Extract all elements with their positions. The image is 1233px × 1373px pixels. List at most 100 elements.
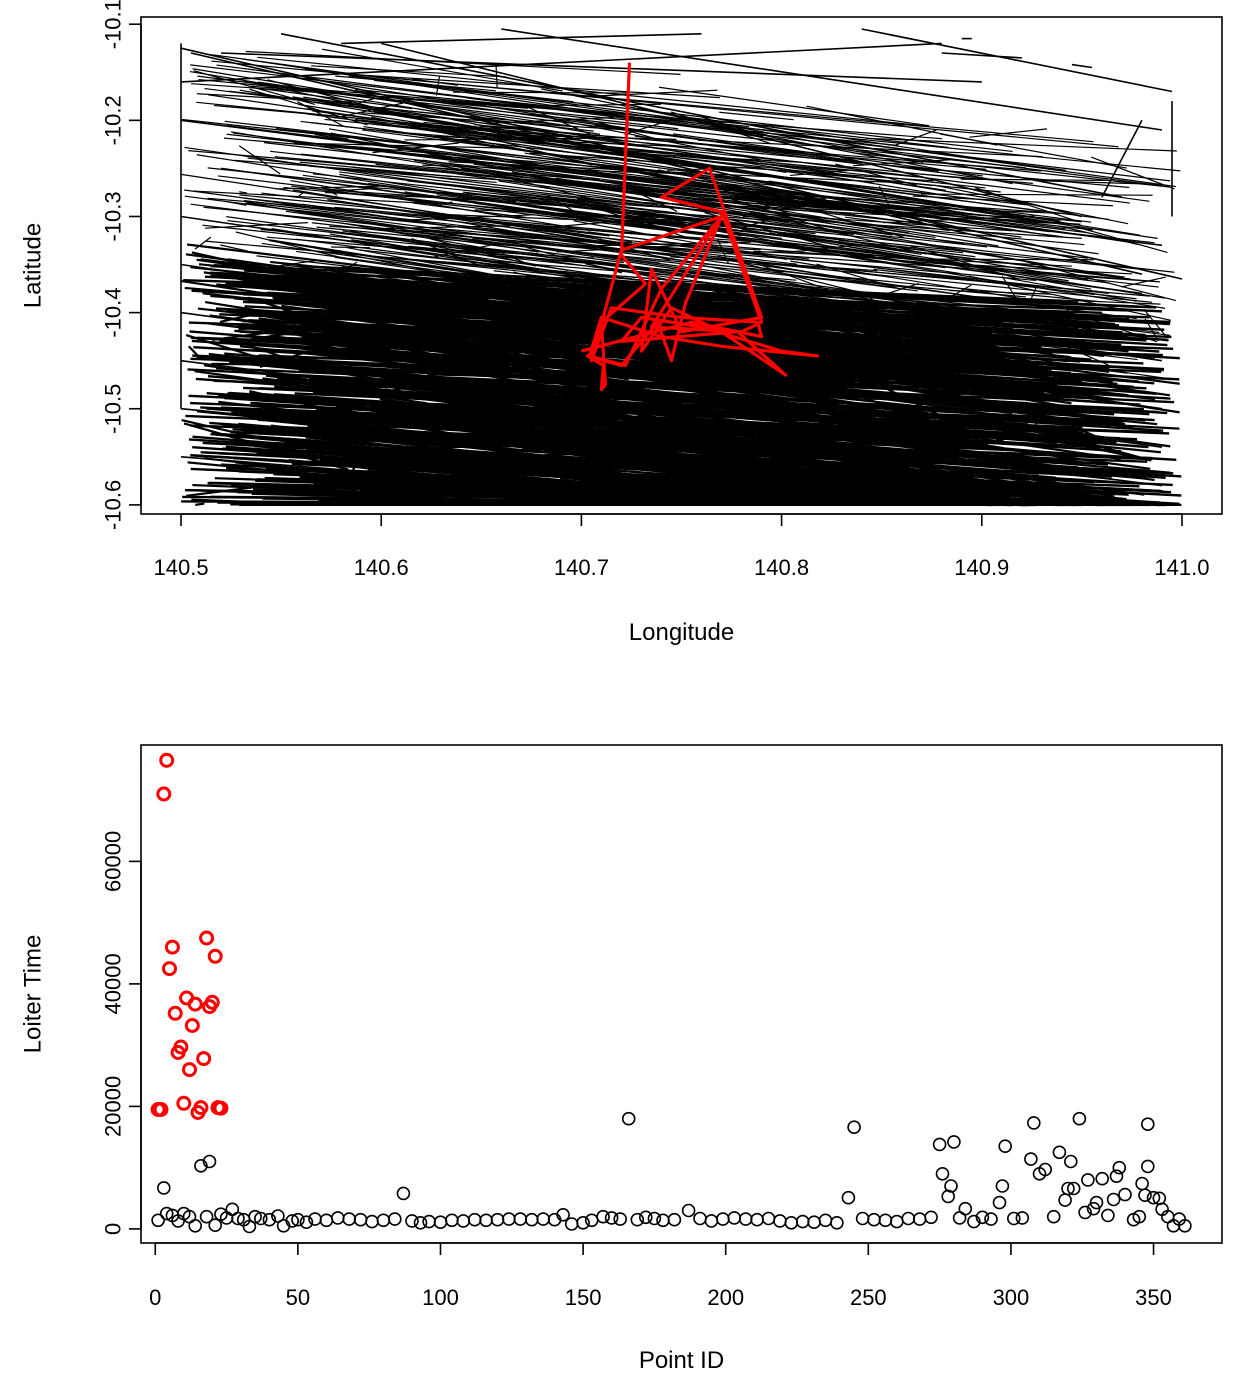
track-segment	[180, 42, 942, 83]
point-red	[193, 1100, 209, 1116]
point-black	[1052, 1145, 1067, 1160]
plot-frame	[140, 744, 1223, 1244]
point-black	[556, 1208, 570, 1222]
point-black	[1178, 1219, 1192, 1233]
point-black	[727, 1211, 742, 1225]
point-black	[208, 1218, 222, 1232]
point-black	[818, 1213, 833, 1228]
point-black	[1038, 1162, 1052, 1177]
point-black	[1089, 1195, 1104, 1210]
point-red	[164, 939, 180, 955]
point-black	[935, 1167, 950, 1181]
point-black	[681, 1203, 696, 1218]
point-black	[784, 1216, 799, 1230]
track-segment	[861, 28, 1173, 93]
point-black	[1024, 1152, 1038, 1166]
y-tick-label: -10.3	[101, 191, 126, 241]
point-black	[604, 1211, 619, 1225]
point-black	[773, 1214, 787, 1228]
point-black	[319, 1213, 334, 1228]
point-black	[867, 1212, 881, 1227]
point-black	[630, 1212, 645, 1227]
point-black	[795, 1214, 810, 1229]
track-segment	[1101, 119, 1143, 198]
point-black	[807, 1215, 821, 1229]
y-tick-label: 60000	[101, 831, 126, 892]
track-texture	[180, 48, 1182, 507]
point-black	[947, 1135, 961, 1149]
point-black	[490, 1212, 505, 1227]
point-black	[889, 1214, 904, 1229]
point-black	[502, 1212, 516, 1226]
x-tick-label: 300	[993, 1285, 1030, 1310]
point-black	[1095, 1171, 1109, 1186]
point-black	[992, 1195, 1007, 1210]
x-axis: 0 50 100 150 200 250 300 350	[149, 1242, 1172, 1310]
point-black	[1112, 1160, 1127, 1175]
y-axis-title: Loiter Time	[20, 935, 47, 1054]
point-black	[576, 1216, 590, 1230]
point-black	[1106, 1192, 1121, 1207]
point-black	[1141, 1117, 1155, 1131]
point-black	[1027, 1116, 1041, 1130]
track-segment	[1071, 63, 1093, 69]
y-tick-label: 0	[101, 1223, 126, 1235]
point-black	[456, 1214, 471, 1228]
point-black	[1101, 1208, 1115, 1223]
x-axis-title: Longitude	[629, 619, 734, 646]
point-black	[647, 1211, 662, 1226]
y-axis: -10.1 -10.2 -10.3 -10.4 -10.5 -10.6	[101, 0, 142, 530]
point-black	[202, 1154, 217, 1169]
plot-data	[150, 752, 1192, 1234]
point-black	[291, 1212, 305, 1227]
point-black	[995, 1179, 1010, 1193]
point-black	[878, 1213, 893, 1228]
point-black	[353, 1212, 368, 1227]
y-tick-label: -10.4	[101, 288, 126, 338]
point-black	[159, 1206, 174, 1221]
point-black	[1081, 1173, 1095, 1187]
x-tick-label: 50	[286, 1285, 310, 1310]
point-black	[841, 1190, 856, 1205]
y-axis-title: Latitude	[20, 223, 47, 308]
point-black	[248, 1209, 262, 1224]
point-red	[162, 961, 177, 977]
point-red	[207, 948, 223, 964]
plot-data	[180, 28, 1183, 507]
chart-trajectory: 140.5 140.6 140.7 140.8 140.9 141.0 -10.1 -10.2…	[20, 0, 1223, 646]
loiter-track	[580, 62, 820, 392]
point-black	[524, 1212, 539, 1227]
point-black	[1066, 1181, 1081, 1196]
x-axis: 140.5 140.6 140.7 140.8 140.9 141.0	[154, 513, 1209, 580]
x-tick-label: 140.7	[554, 555, 609, 580]
point-black	[1138, 1188, 1152, 1202]
point-black	[299, 1215, 314, 1229]
point-red	[176, 1095, 192, 1111]
point-red	[204, 994, 220, 1010]
point-black	[433, 1215, 448, 1229]
point-black	[958, 1201, 973, 1216]
x-tick-label: 140.9	[954, 555, 1009, 580]
point-red	[153, 1102, 169, 1117]
point-black	[342, 1212, 357, 1226]
point-black	[912, 1212, 927, 1226]
point-black	[855, 1211, 870, 1226]
x-tick-label: 141.0	[1154, 555, 1209, 580]
point-black	[271, 1209, 285, 1223]
point-black	[422, 1214, 436, 1229]
point-red	[196, 1051, 212, 1067]
point-black	[1058, 1193, 1072, 1207]
point-black	[1046, 1209, 1061, 1224]
point-red	[199, 930, 215, 946]
point-black	[1061, 1181, 1075, 1196]
point-black	[1118, 1187, 1132, 1202]
y-axis: 0 20000 40000 60000	[101, 831, 142, 1235]
point-black	[975, 1210, 990, 1225]
point-black	[901, 1211, 916, 1226]
x-tick-label: 140.5	[154, 555, 209, 580]
point-black	[596, 1209, 610, 1224]
point-black	[513, 1212, 528, 1226]
point-black	[667, 1212, 682, 1227]
point-black	[564, 1217, 579, 1231]
point-black	[932, 1137, 947, 1152]
